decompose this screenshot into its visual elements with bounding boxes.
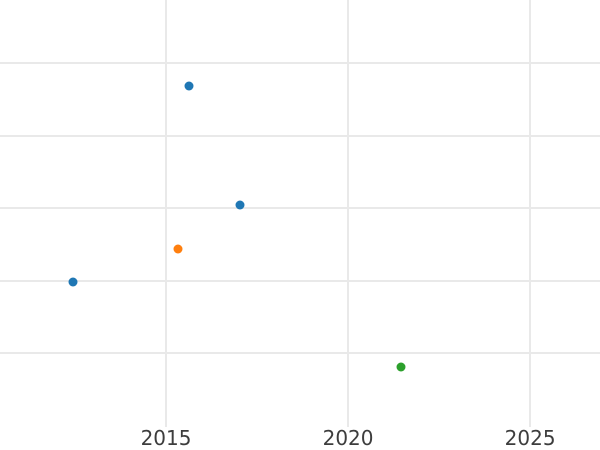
horizontal-gridline: [0, 352, 600, 355]
x-tick-label: 2015: [140, 426, 192, 450]
vertical-gridline: [347, 0, 350, 427]
horizontal-gridline: [0, 62, 600, 65]
horizontal-gridline: [0, 134, 600, 137]
x-axis-tick-labels: 2015 2020 2025: [0, 427, 600, 450]
x-tick-label: 2025: [504, 426, 556, 450]
horizontal-gridline: [0, 279, 600, 282]
data-point-blue: [235, 200, 245, 210]
data-point-blue: [184, 81, 194, 91]
data-point-green: [396, 362, 406, 372]
x-tick-label: 2020: [322, 426, 374, 450]
data-point-blue: [68, 277, 78, 287]
plot-area: [0, 0, 600, 427]
vertical-gridline: [165, 0, 168, 427]
data-point-orange: [173, 244, 183, 254]
vertical-gridline: [529, 0, 532, 427]
horizontal-gridline: [0, 207, 600, 210]
